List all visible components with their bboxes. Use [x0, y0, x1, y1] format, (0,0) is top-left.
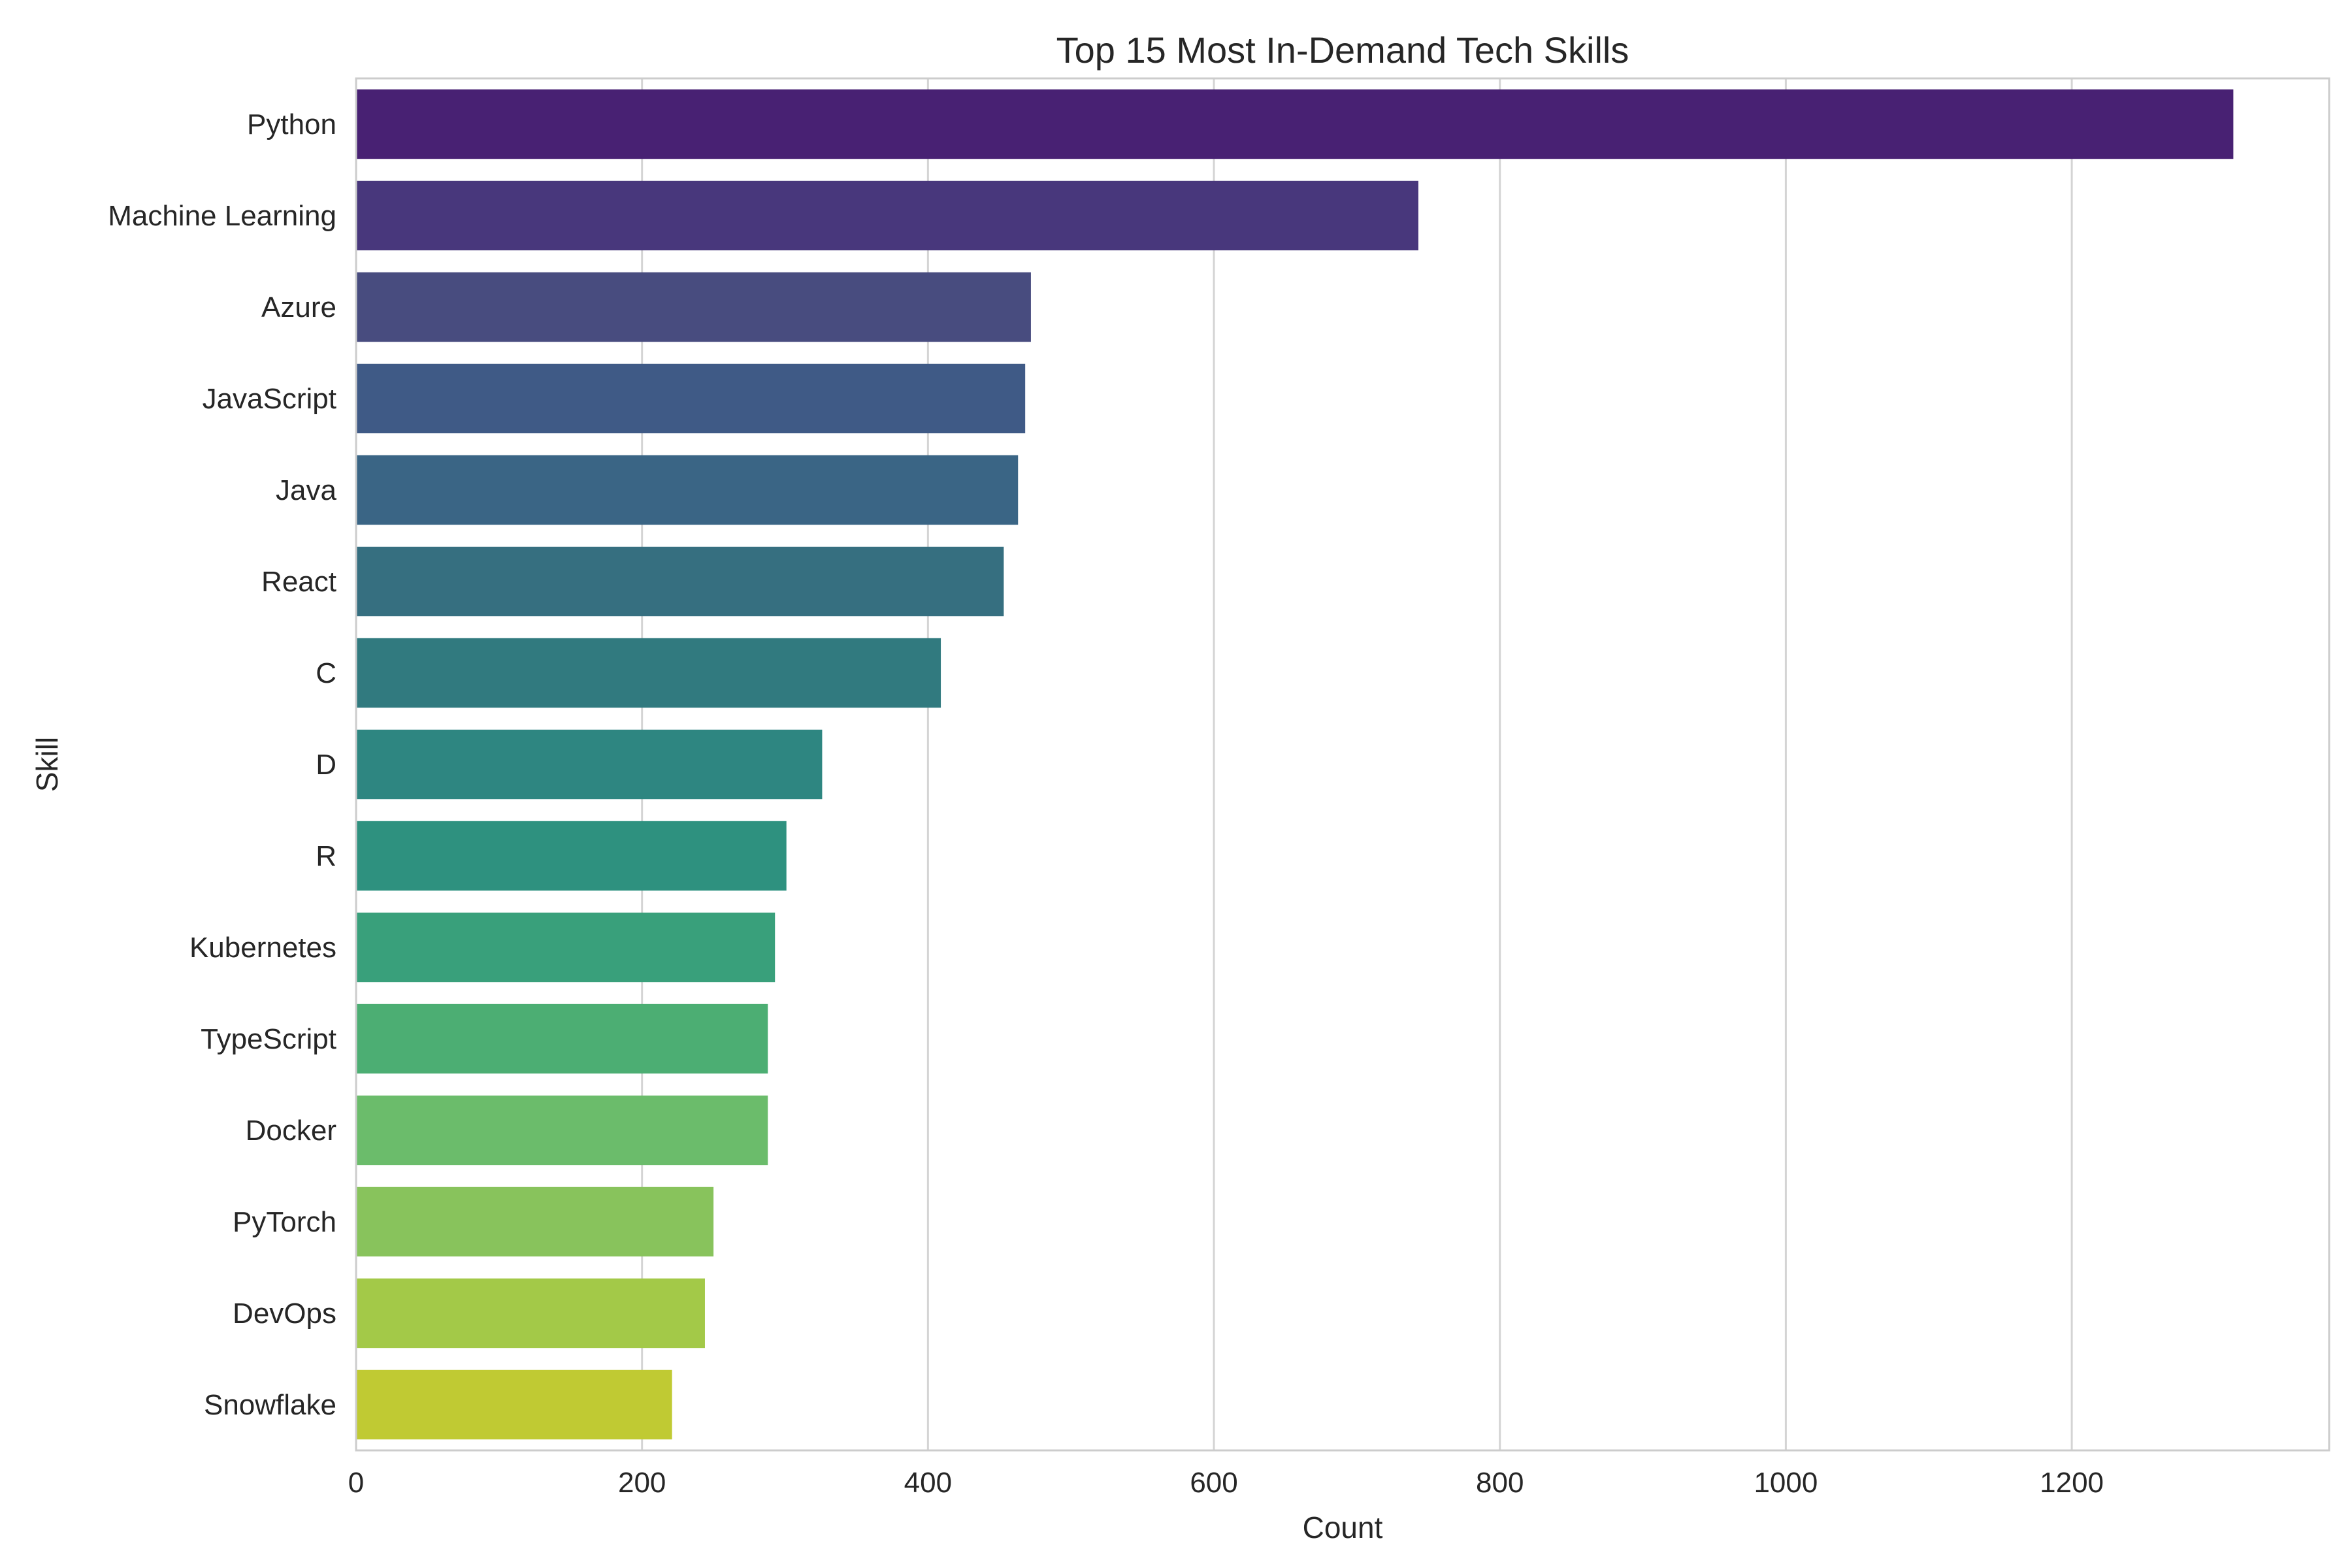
- bar: [356, 1369, 672, 1440]
- bar: [356, 1186, 714, 1257]
- y-tick-label: Machine Learning: [108, 200, 336, 232]
- y-tick-label: R: [316, 840, 336, 872]
- plot-frame: [355, 77, 2330, 1452]
- y-tick-label: TypeScript: [201, 1023, 336, 1055]
- y-tick-label: Azure: [261, 291, 336, 323]
- y-tick-label: PyTorch: [233, 1206, 336, 1238]
- x-tick-label: 400: [904, 1467, 952, 1499]
- bar: [356, 180, 1418, 251]
- x-tick-label: 1200: [2040, 1467, 2104, 1499]
- bar: [356, 729, 823, 800]
- y-tick-label: Python: [247, 108, 336, 140]
- y-tick-label: React: [261, 566, 336, 598]
- bar: [356, 912, 776, 983]
- y-tick-label: Docker: [246, 1115, 336, 1147]
- y-tick-label: JavaScript: [203, 383, 336, 415]
- x-tick-label: 200: [618, 1467, 666, 1499]
- bar: [356, 638, 941, 708]
- bar: [356, 1004, 768, 1074]
- x-tick-label: 1000: [1754, 1467, 1818, 1499]
- bar: [356, 1278, 705, 1348]
- bar: [356, 546, 1004, 617]
- chart-title: Top 15 Most In-Demand Tech Skills: [1056, 29, 1629, 71]
- tick-labels: 0 200 400 600 800 1000 1200 Python Machine Learn…: [108, 108, 2104, 1499]
- bar: [356, 89, 2234, 159]
- bar: [356, 1095, 768, 1166]
- y-tick-label: C: [316, 657, 336, 689]
- bars: [356, 89, 2234, 1440]
- bar: [356, 821, 787, 891]
- x-axis-title: Count: [1303, 1511, 1383, 1544]
- y-tick-label: Kubernetes: [189, 932, 336, 964]
- y-tick-label: Java: [276, 474, 336, 506]
- y-tick-label: D: [316, 749, 336, 781]
- bar: [356, 363, 1026, 434]
- y-tick-label: DevOps: [233, 1298, 336, 1330]
- bar: [356, 272, 1031, 342]
- bar: [356, 455, 1019, 525]
- x-tick-label: 0: [348, 1467, 364, 1499]
- x-tick-label: 600: [1190, 1467, 1237, 1499]
- x-tick-label: 800: [1476, 1467, 1524, 1499]
- y-tick-label: Snowflake: [204, 1389, 336, 1421]
- y-axis-title: Skill: [30, 737, 64, 792]
